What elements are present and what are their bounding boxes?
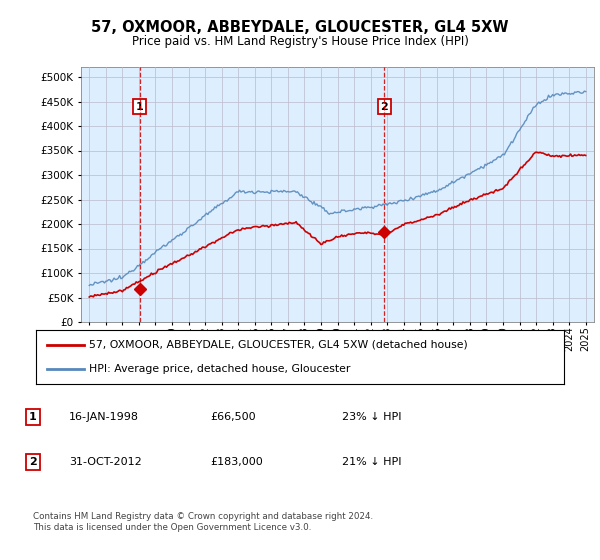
- Text: 2: 2: [380, 102, 388, 111]
- Text: Price paid vs. HM Land Registry's House Price Index (HPI): Price paid vs. HM Land Registry's House …: [131, 35, 469, 48]
- Text: 1: 1: [29, 412, 37, 422]
- Text: 57, OXMOOR, ABBEYDALE, GLOUCESTER, GL4 5XW (detached house): 57, OXMOOR, ABBEYDALE, GLOUCESTER, GL4 5…: [89, 340, 467, 350]
- Text: 21% ↓ HPI: 21% ↓ HPI: [342, 457, 401, 467]
- Text: 2: 2: [29, 457, 37, 467]
- Text: 16-JAN-1998: 16-JAN-1998: [69, 412, 139, 422]
- Text: HPI: Average price, detached house, Gloucester: HPI: Average price, detached house, Glou…: [89, 364, 350, 374]
- Text: 57, OXMOOR, ABBEYDALE, GLOUCESTER, GL4 5XW: 57, OXMOOR, ABBEYDALE, GLOUCESTER, GL4 5…: [91, 20, 509, 35]
- Text: 1: 1: [136, 102, 143, 111]
- Text: £66,500: £66,500: [210, 412, 256, 422]
- Text: 31-OCT-2012: 31-OCT-2012: [69, 457, 142, 467]
- Text: Contains HM Land Registry data © Crown copyright and database right 2024.
This d: Contains HM Land Registry data © Crown c…: [33, 512, 373, 532]
- Text: £183,000: £183,000: [210, 457, 263, 467]
- Text: 23% ↓ HPI: 23% ↓ HPI: [342, 412, 401, 422]
